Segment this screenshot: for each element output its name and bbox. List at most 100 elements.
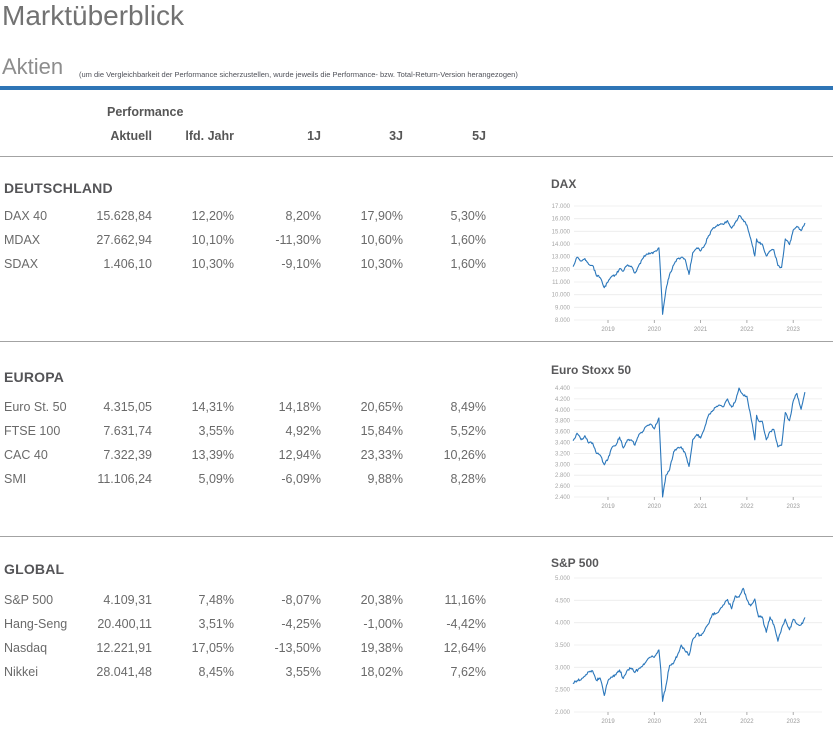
svg-text:2020: 2020 <box>648 327 662 333</box>
index-name: CAC 40 <box>4 448 48 462</box>
s-p-500-plot: 5.000 4.500 4.000 3.500 3.000 2.500 2.000 2019 2… <box>555 576 822 725</box>
value-3j: 17,90% <box>360 209 403 223</box>
svg-text:3.400: 3.400 <box>555 441 571 447</box>
svg-text:2021: 2021 <box>694 327 708 333</box>
value-3j: 23,33% <box>360 448 403 462</box>
performance-group-label: Performance <box>107 105 184 119</box>
value-aktuell: 27.662,94 <box>96 233 152 247</box>
index-name: Nasdaq <box>4 641 48 655</box>
svg-text:16.000: 16.000 <box>552 217 571 223</box>
value-5j: 1,60% <box>450 257 486 271</box>
svg-text:15.000: 15.000 <box>552 229 571 235</box>
value-3j: -1,00% <box>363 617 403 631</box>
value-3j: 10,60% <box>360 233 403 247</box>
value-lfd-jahr: 12,20% <box>191 209 234 223</box>
accent-divider <box>0 86 833 90</box>
index-name: FTSE 100 <box>4 424 61 438</box>
table-row: CAC 40 7.322,39 13,39% 12,94% 23,33% 10,… <box>0 448 520 464</box>
svg-text:2.800: 2.800 <box>555 473 571 479</box>
svg-text:10.000: 10.000 <box>552 293 571 299</box>
value-5j: 12,64% <box>443 641 486 655</box>
value-aktuell: 4.109,31 <box>103 593 152 607</box>
value-3j: 19,38% <box>360 641 403 655</box>
euro-stoxx-50-chart: 4.400 4.200 4.000 3.800 3.600 3.400 3.200 3.000… <box>546 380 833 518</box>
value-1j: -4,25% <box>281 617 321 631</box>
value-lfd-jahr: 3,51% <box>198 617 234 631</box>
value-1j: -13,50% <box>274 641 321 655</box>
table-row: Nasdaq 12.221,91 17,05% -13,50% 19,38% 1… <box>0 641 520 657</box>
column-header-5j: 5J <box>472 129 486 143</box>
section-divider <box>0 536 833 537</box>
chart-title-euro-stoxx-50: Euro Stoxx 50 <box>551 363 632 377</box>
value-aktuell: 1.406,10 <box>103 257 152 271</box>
section-heading-europa: EUROPA <box>4 369 65 385</box>
svg-text:14.000: 14.000 <box>552 242 571 248</box>
section-heading-deutschland: DEUTSCHLAND <box>4 180 113 196</box>
value-1j: 3,55% <box>285 665 321 679</box>
column-header-3j: 3J <box>389 129 403 143</box>
value-aktuell: 15.628,84 <box>96 209 152 223</box>
value-lfd-jahr: 10,30% <box>191 257 234 271</box>
table-row: Euro St. 50 4.315,05 14,31% 14,18% 20,65… <box>0 400 520 416</box>
value-5j: 8,28% <box>450 472 486 486</box>
value-1j: 12,94% <box>278 448 321 462</box>
value-5j: 1,60% <box>450 233 486 247</box>
value-lfd-jahr: 13,39% <box>191 448 234 462</box>
value-3j: 10,30% <box>360 257 403 271</box>
value-aktuell: 28.041,48 <box>96 665 152 679</box>
svg-text:2023: 2023 <box>787 504 801 510</box>
svg-text:2.600: 2.600 <box>555 484 571 490</box>
table-row: Hang-Seng 20.400,11 3,51% -4,25% -1,00% … <box>0 617 520 633</box>
index-name: Hang-Seng <box>4 617 68 631</box>
value-lfd-jahr: 5,09% <box>198 472 234 486</box>
index-name: MDAX <box>4 233 41 247</box>
table-row: S&P 500 4.109,31 7,48% -8,07% 20,38% 11,… <box>0 593 520 609</box>
value-1j: 14,18% <box>278 400 321 414</box>
value-aktuell: 4.315,05 <box>103 400 152 414</box>
table-row: Nikkei 28.041,48 8,45% 3,55% 18,02% 7,62… <box>0 665 520 681</box>
svg-text:3.000: 3.000 <box>555 462 571 468</box>
aktien-note: (um die Vergleichbarkeit der Performance… <box>79 70 518 79</box>
value-3j: 9,88% <box>367 472 403 486</box>
svg-text:3.800: 3.800 <box>555 419 571 425</box>
svg-text:2022: 2022 <box>740 719 754 725</box>
value-3j: 20,65% <box>360 400 403 414</box>
index-name: Nikkei <box>4 665 39 679</box>
svg-text:2022: 2022 <box>740 504 754 510</box>
table-row: SMI 11.106,24 5,09% -6,09% 9,88% 8,28% <box>0 472 520 488</box>
value-5j: 5,52% <box>450 424 486 438</box>
svg-text:5.000: 5.000 <box>555 576 571 582</box>
table-row: DAX 40 15.628,84 12,20% 8,20% 17,90% 5,3… <box>0 209 520 225</box>
value-lfd-jahr: 14,31% <box>191 400 234 414</box>
index-name: SMI <box>4 472 27 486</box>
svg-text:3.000: 3.000 <box>555 665 571 671</box>
svg-text:13.000: 13.000 <box>552 255 571 261</box>
value-5j: -4,42% <box>446 617 486 631</box>
svg-text:3.600: 3.600 <box>555 430 571 436</box>
svg-text:9.000: 9.000 <box>555 305 571 311</box>
index-name: DAX 40 <box>4 209 48 223</box>
index-name: SDAX <box>4 257 39 271</box>
value-3j: 15,84% <box>360 424 403 438</box>
svg-text:4.400: 4.400 <box>555 386 571 392</box>
value-5j: 11,16% <box>444 593 486 607</box>
value-aktuell: 7.322,39 <box>103 448 152 462</box>
table-row: FTSE 100 7.631,74 3,55% 4,92% 15,84% 5,5… <box>0 424 520 440</box>
chart-title-dax: DAX <box>551 177 577 191</box>
svg-text:2019: 2019 <box>601 504 615 510</box>
svg-text:4.000: 4.000 <box>555 621 571 627</box>
value-1j: -8,07% <box>281 593 321 607</box>
sp500-chart: 5.000 4.500 4.000 3.500 3.000 2.500 2.000 2019 2… <box>546 570 833 733</box>
value-lfd-jahr: 3,55% <box>198 424 234 438</box>
table-row: MDAX 27.662,94 10,10% -11,30% 10,60% 1,6… <box>0 233 520 249</box>
table-row: SDAX 1.406,10 10,30% -9,10% 10,30% 1,60% <box>0 257 520 273</box>
value-lfd-jahr: 10,10% <box>191 233 234 247</box>
svg-text:4.200: 4.200 <box>555 397 571 403</box>
header-divider <box>0 156 833 157</box>
svg-text:2.400: 2.400 <box>555 495 571 501</box>
column-header-1j: 1J <box>307 129 321 143</box>
value-lfd-jahr: 8,45% <box>198 665 234 679</box>
svg-text:12.000: 12.000 <box>552 267 571 273</box>
section-divider <box>0 341 833 342</box>
